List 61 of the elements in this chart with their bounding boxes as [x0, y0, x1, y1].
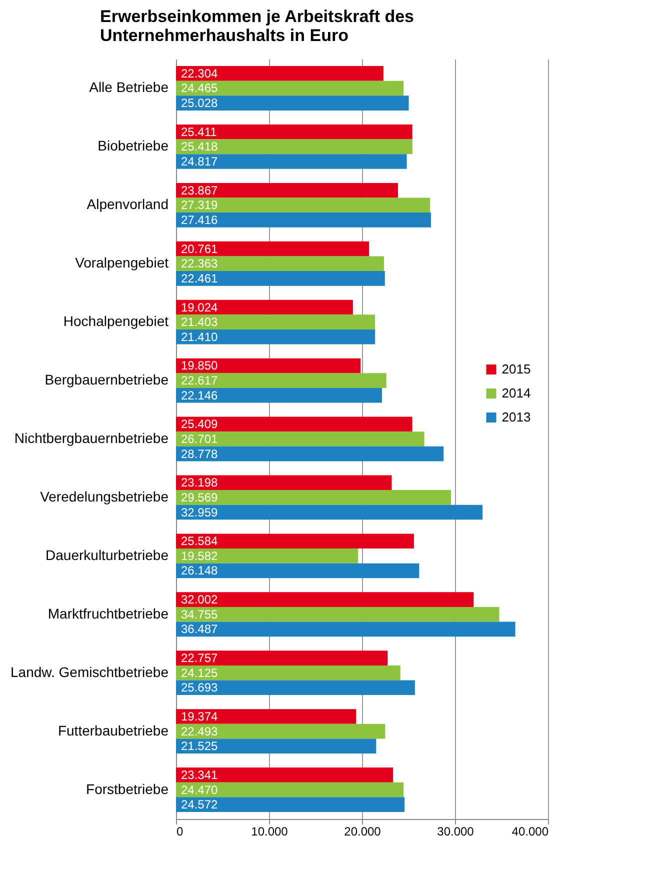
- data-label: 22.146: [181, 388, 218, 402]
- x-tick-label: 30.000: [437, 824, 474, 838]
- data-label: 25.409: [181, 417, 218, 432]
- data-label: 32.002: [181, 592, 218, 607]
- y-tick-label: Alpenvorland: [86, 196, 168, 212]
- y-tick-label: Futterbaubetriebe: [58, 722, 169, 738]
- data-label: 22.461: [181, 271, 218, 286]
- data-label: 25.418: [181, 140, 218, 154]
- data-label: 19.582: [181, 548, 218, 563]
- data-label: 24.465: [181, 81, 218, 96]
- data-label: 25.411: [181, 124, 218, 139]
- x-tick-label: 40.000: [512, 824, 549, 838]
- data-label: 32.959: [181, 505, 218, 520]
- data-label: 29.569: [181, 490, 218, 504]
- data-label: 19.024: [181, 300, 218, 314]
- data-label: 19.850: [181, 358, 218, 373]
- data-label: 23.341: [181, 768, 218, 782]
- data-label: 27.416: [181, 212, 218, 227]
- data-label: 19.374: [181, 709, 218, 724]
- legend-label: 2014: [502, 386, 531, 400]
- data-label: 22.493: [181, 724, 218, 738]
- data-label: 26.148: [181, 564, 218, 578]
- data-label: 22.757: [181, 651, 218, 666]
- data-label: 24.125: [181, 666, 218, 680]
- x-tick-label: 20.000: [344, 824, 382, 838]
- data-label: 28.778: [181, 446, 218, 461]
- y-tick-label: Marktfruchtbetriebe: [48, 605, 169, 622]
- y-tick-label: Voralpengebiet: [75, 254, 169, 271]
- data-label: 23.198: [181, 476, 218, 490]
- data-label: 25.584: [181, 534, 218, 548]
- data-label: 21.525: [181, 739, 218, 754]
- y-tick-label: Veredelungsbetriebe: [40, 488, 169, 504]
- data-label: 24.470: [181, 782, 218, 797]
- data-label: 22.617: [181, 374, 218, 388]
- data-label: 24.817: [181, 154, 218, 169]
- data-label: 25.028: [181, 96, 218, 110]
- data-label: 24.572: [181, 798, 218, 812]
- y-tick-label: Dauerkulturbetriebe: [46, 546, 169, 563]
- data-label: 20.761: [181, 242, 218, 256]
- y-tick-label: Nichtbergbauernbetriebe: [14, 430, 169, 446]
- data-label: 21.403: [181, 315, 218, 330]
- legend-label: 2013: [502, 410, 531, 424]
- chart-title: Erwerbseinkommen je Arbeitskraft des Unternehmerhaushalts in Euro: [100, 7, 414, 45]
- data-label: 22.304: [181, 66, 218, 80]
- data-label: 25.693: [181, 680, 218, 695]
- data-label: 27.319: [181, 198, 218, 212]
- y-tick-label: Hochalpengebiet: [63, 313, 169, 330]
- y-tick-label: Forstbetriebe: [86, 780, 169, 797]
- legend-label: 2015: [502, 362, 531, 376]
- data-label: 22.363: [181, 256, 218, 271]
- data-label: 23.867: [181, 183, 218, 198]
- y-tick-label: Landw. Gemischtbetriebe: [10, 664, 169, 680]
- data-label: 26.701: [181, 432, 218, 446]
- x-tick-label: 0: [176, 824, 184, 838]
- y-tick-label: Bergbauernbetriebe: [44, 372, 169, 388]
- data-label: 36.487: [181, 622, 218, 636]
- y-tick-label: Biobetriebe: [98, 138, 169, 154]
- y-tick-label: Alle Betriebe: [89, 79, 169, 96]
- data-label: 34.755: [181, 607, 218, 622]
- x-tick-label: 10.000: [251, 824, 288, 838]
- data-label: 21.410: [181, 330, 218, 344]
